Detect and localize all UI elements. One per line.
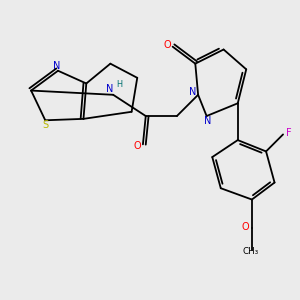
Text: N: N	[189, 87, 197, 97]
Text: O: O	[134, 141, 141, 151]
Text: H: H	[116, 80, 122, 88]
Text: CH₃: CH₃	[242, 248, 259, 256]
Text: O: O	[242, 222, 250, 232]
Text: N: N	[53, 61, 60, 70]
Text: S: S	[43, 119, 49, 130]
Text: N: N	[204, 116, 212, 126]
Text: F: F	[286, 128, 292, 138]
Text: O: O	[163, 40, 171, 50]
Text: N: N	[106, 84, 113, 94]
